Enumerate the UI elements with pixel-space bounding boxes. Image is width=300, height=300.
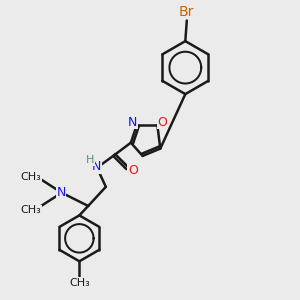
Text: CH₃: CH₃ <box>20 172 41 182</box>
Text: N: N <box>128 116 137 129</box>
Text: CH₃: CH₃ <box>20 206 41 215</box>
Text: N: N <box>56 186 66 199</box>
Text: Br: Br <box>179 5 194 19</box>
Text: H: H <box>86 155 95 165</box>
Text: O: O <box>128 164 138 177</box>
Text: N: N <box>92 160 101 173</box>
Text: O: O <box>158 116 168 129</box>
Text: CH₃: CH₃ <box>69 278 90 287</box>
